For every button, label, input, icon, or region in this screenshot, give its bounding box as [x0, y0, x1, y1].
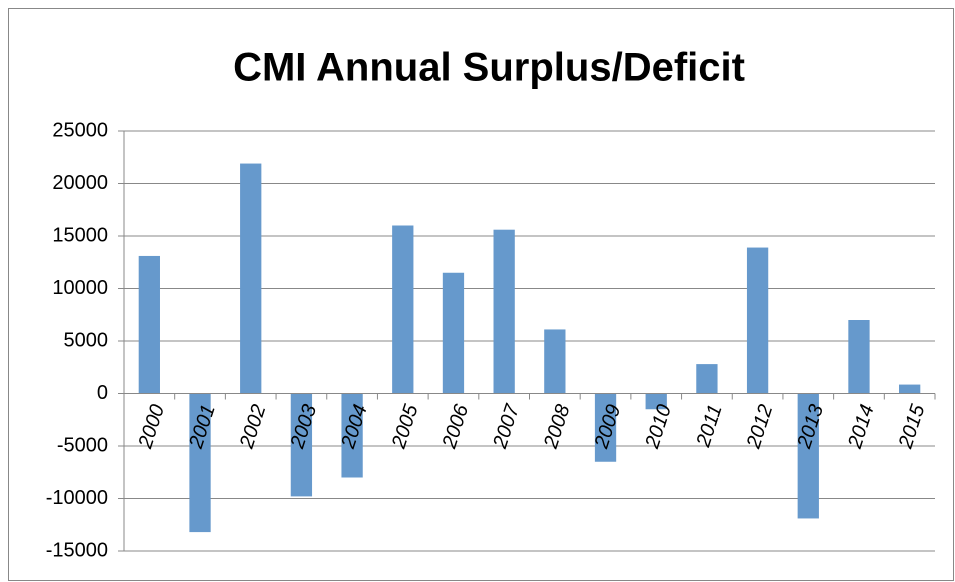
- bar: [696, 364, 718, 394]
- y-tick-label: 25000: [52, 119, 108, 141]
- bar: [493, 229, 515, 394]
- bar: [899, 384, 921, 394]
- bar: [290, 393, 313, 497]
- y-tick-label: -15000: [46, 539, 108, 561]
- bar: [848, 320, 870, 394]
- y-tick-label: 5000: [64, 329, 109, 351]
- bar: [645, 393, 667, 410]
- y-tick-label: -10000: [46, 487, 108, 509]
- bar: [746, 247, 769, 394]
- bar: [544, 329, 566, 394]
- y-tick-label: 20000: [52, 172, 108, 194]
- bar: [797, 393, 819, 519]
- bar: [189, 393, 211, 533]
- chart-title: CMI Annual Surplus/Deficit: [233, 46, 745, 90]
- bar: [392, 225, 414, 394]
- bar: [138, 255, 160, 394]
- y-tick-label: 15000: [52, 224, 108, 246]
- y-tick-label: -5000: [57, 434, 108, 456]
- y-tick-label: 10000: [52, 277, 108, 299]
- bar: [240, 163, 262, 394]
- bar: [594, 393, 617, 462]
- bar: [341, 393, 363, 478]
- y-tick-label: 0: [97, 382, 108, 404]
- chart-border: [8, 8, 954, 581]
- bar: [442, 272, 465, 394]
